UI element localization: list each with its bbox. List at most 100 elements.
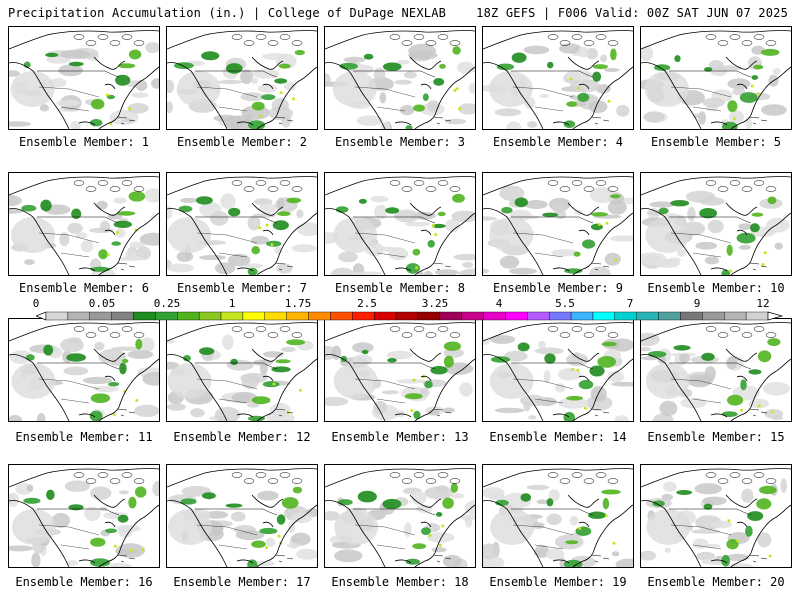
ensemble-member-label: Ensemble Member: 8 [334,281,466,295]
ensemble-member-map [8,172,160,276]
precip-map [325,176,475,275]
precip-map [167,176,317,275]
colorbar-tick-label: 1.75 [284,297,312,310]
colorbar-swatch [67,311,90,321]
ensemble-member-map [482,26,634,130]
precip-map [167,322,317,421]
colorbar-swatch [549,311,572,321]
colorbar-swatch [680,311,703,321]
colorbar-swatch [373,311,397,321]
ensemble-member-map [640,26,792,130]
precip-map [325,468,475,567]
ensemble-member-map [324,172,476,276]
ensemble-member-label: Ensemble Member: 7 [176,281,308,295]
ensemble-member-map [166,172,318,276]
colorbar-swatch [483,311,506,321]
colorbar-swatch [242,311,265,321]
precip-map [167,468,317,567]
map-title: Precipitation Accumulation (in.) | Colle… [8,6,447,20]
colorbar-swatch [286,311,309,321]
colorbar-swatch [417,311,441,321]
ensemble-member-label: Ensemble Member: 1 [18,135,150,149]
colorbar-swatch [570,311,594,321]
ensemble-member-label: Ensemble Member: 10 [647,281,785,295]
colorbar-swatch [614,311,637,321]
colorbar-swatch [198,311,222,321]
colorbar-tick-label: 4 [495,297,503,310]
ensemble-member-label: Ensemble Member: 2 [176,135,308,149]
colorbar-swatch [461,311,484,321]
precip-map [483,468,633,567]
colorbar-swatch [330,311,353,321]
precip-map [325,30,475,129]
ensemble-member-map [482,318,634,422]
colorbar-left-arrow [36,311,47,321]
ensemble-member-label: Ensemble Member: 17 [173,575,311,589]
colorbar-swatch [395,311,419,321]
colorbar-tick-label: 2.5 [357,297,377,310]
ensemble-member-map [8,464,160,568]
ensemble-member-map [324,318,476,422]
colorbar-swatch [155,311,178,321]
colorbar-swatch [45,311,69,321]
colorbar-tick-label: 0.25 [153,297,181,310]
colorbar-swatch [724,311,747,321]
precip-map [483,322,633,421]
ensemble-member-label: Ensemble Member: 6 [18,281,150,295]
ensemble-member-label: Ensemble Member: 13 [331,430,469,444]
colorbar-tick-label: 1 [228,297,236,310]
precip-map [9,322,159,421]
ensemble-member-label: Ensemble Member: 15 [647,430,785,444]
colorbar-swatch [220,311,244,321]
colorbar-swatch [308,311,331,321]
ensemble-member-map [8,318,160,422]
colorbar-tick-label: 7 [626,297,634,310]
ensemble-member-map [324,464,476,568]
precip-map [641,176,791,275]
colorbar-swatch [89,311,112,321]
precip-colorbar [36,311,784,321]
colorbar-right-arrow [767,311,784,321]
ensemble-member-label: Ensemble Member: 9 [492,281,624,295]
colorbar-swatch [439,311,462,321]
ensemble-member-map [482,464,634,568]
colorbar-swatch [745,311,769,321]
precip-map [9,176,159,275]
colorbar-tick-label: 12 [756,297,770,310]
colorbar-swatch [592,311,616,321]
colorbar-swatch [658,311,681,321]
ensemble-member-map [640,172,792,276]
ensemble-member-label: Ensemble Member: 4 [492,135,624,149]
precip-map [167,30,317,129]
colorbar-swatch [352,311,375,321]
colorbar-swatch [177,311,200,321]
precip-map [641,322,791,421]
precip-map [483,176,633,275]
ensemble-member-label: Ensemble Member: 12 [173,430,311,444]
colorbar-tick-label: 0.05 [88,297,116,310]
colorbar-swatch [636,311,659,321]
ensemble-member-label: Ensemble Member: 18 [331,575,469,589]
precip-map [325,322,475,421]
model-run-info: 18Z GEFS | F006 Valid: 00Z SAT JUN 07 20… [476,6,788,20]
precip-map [9,30,159,129]
colorbar-swatch [505,311,528,321]
colorbar-tick-label: 9 [693,297,701,310]
ensemble-member-label: Ensemble Member: 5 [650,135,782,149]
colorbar-swatch [527,311,550,321]
ensemble-member-label: Ensemble Member: 19 [489,575,627,589]
ensemble-member-map [8,26,160,130]
ensemble-member-label: Ensemble Member: 11 [15,430,153,444]
ensemble-member-map [166,318,318,422]
colorbar-swatch [702,311,725,321]
precip-map [641,30,791,129]
ensemble-member-map [640,318,792,422]
precip-map [483,30,633,129]
ensemble-member-map [482,172,634,276]
colorbar-tick-label: 5.5 [555,297,575,310]
ensemble-member-map [166,26,318,130]
colorbar-swatch [133,311,156,321]
precip-map [9,468,159,567]
ensemble-member-map [324,26,476,130]
colorbar-tick-label: 0 [32,297,40,310]
